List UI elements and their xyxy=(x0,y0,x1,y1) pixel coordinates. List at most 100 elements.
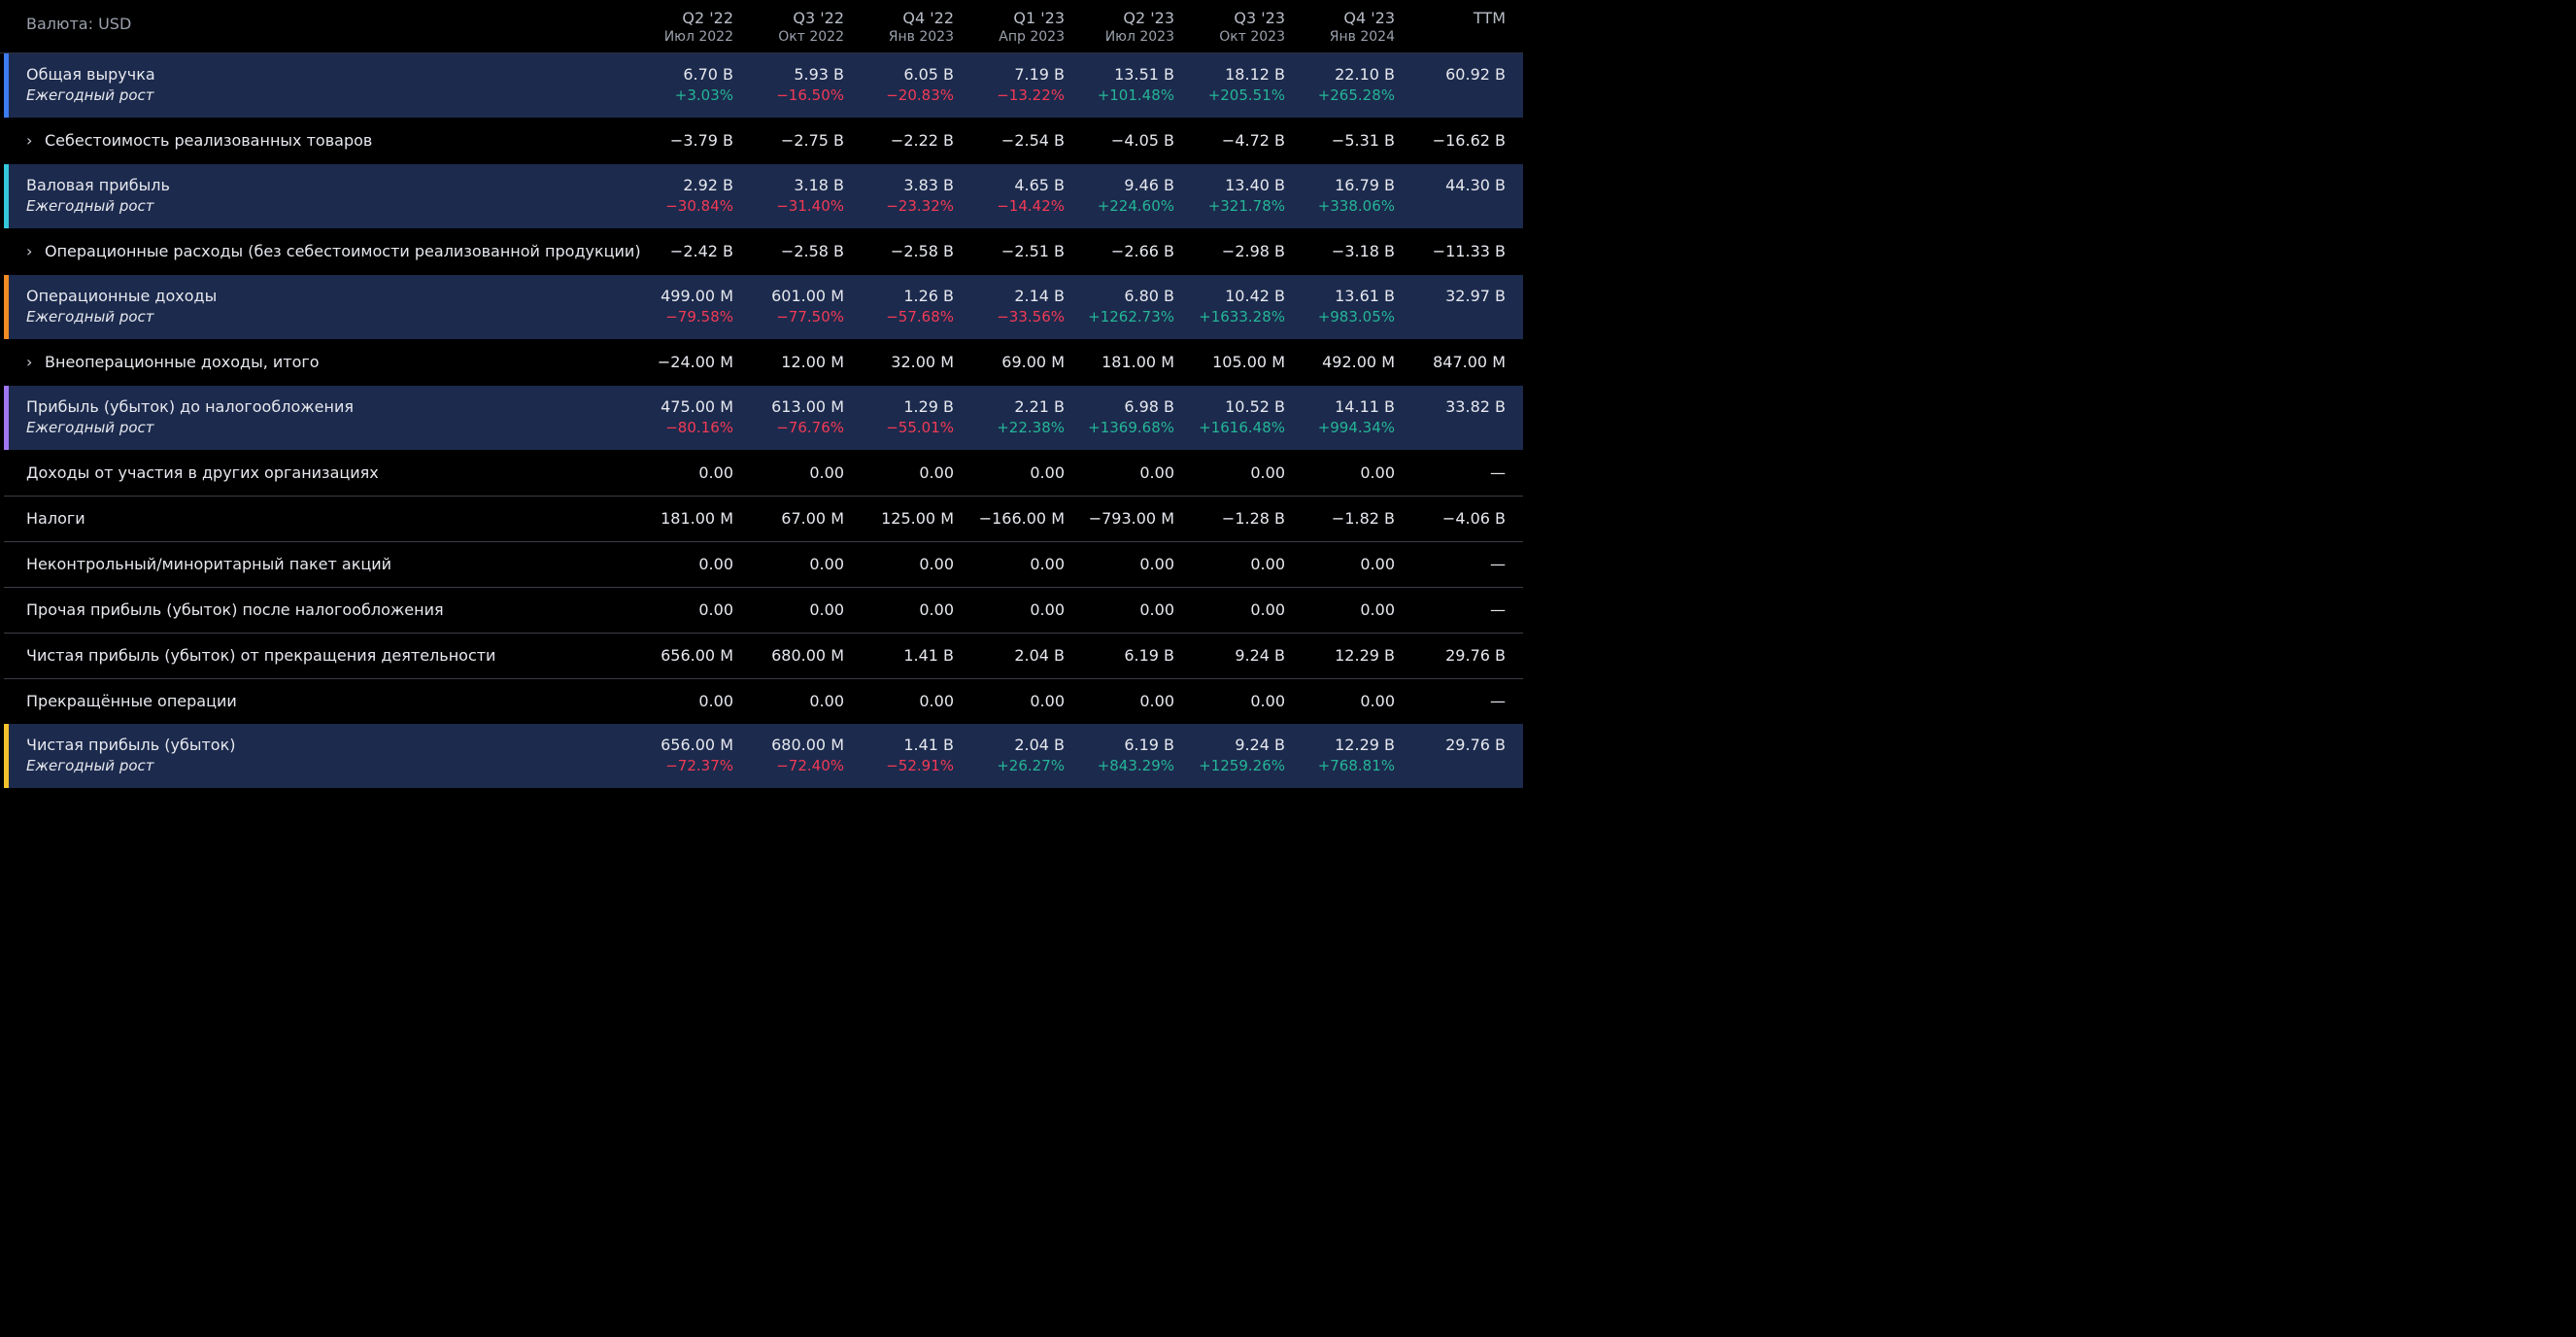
cell-value: 0.00 xyxy=(698,600,733,619)
growth-value: −31.40% xyxy=(776,197,844,215)
cell-value: 601.00 M xyxy=(771,287,844,305)
chevron-right-icon[interactable]: › xyxy=(26,353,33,371)
cell-value: 0.00 xyxy=(1139,463,1174,482)
growth-value: −20.83% xyxy=(886,86,954,104)
growth-value: +101.48% xyxy=(1097,86,1174,104)
growth-value: +26.27% xyxy=(997,757,1065,774)
cell-value: 9.24 B xyxy=(1235,646,1285,665)
cell-value: 0.00 xyxy=(809,692,844,710)
cell-value: 1.29 B xyxy=(903,397,954,416)
chevron-right-icon[interactable]: › xyxy=(26,131,33,150)
cell-value: 10.52 B xyxy=(1225,397,1285,416)
cell-value: 29.76 B xyxy=(1445,736,1506,754)
currency-label: Валюта: USD xyxy=(26,15,132,33)
cell-value: 9.24 B xyxy=(1235,736,1285,754)
cell-value: 1.26 B xyxy=(903,287,954,305)
row-label: Внеоперационные доходы, итого xyxy=(45,353,320,371)
growth-value: −55.01% xyxy=(886,419,954,436)
row-label: Операционные расходы (без себестоимости … xyxy=(45,242,641,260)
row-label: Доходы от участия в других организациях xyxy=(26,463,379,482)
expandable-row[interactable]: › Внеоперационные доходы, итого −24.00 M 12… xyxy=(4,340,1523,385)
cell-value: −4.05 B xyxy=(1110,131,1174,150)
expandable-row[interactable]: › Себестоимость реализованных товаров −3.7… xyxy=(4,119,1523,163)
cell-value: −1.28 B xyxy=(1221,509,1285,528)
table-row: Прочая прибыль (убыток) после налогообло… xyxy=(4,588,1523,634)
table-row: Чистая прибыль (убыток) от прекращения д… xyxy=(4,634,1523,679)
growth-value: +1369.68% xyxy=(1088,419,1174,436)
cell-value: 29.76 B xyxy=(1445,646,1506,665)
cell-value: −2.58 B xyxy=(780,242,844,260)
table-row: Доходы от участия в других организациях 0… xyxy=(4,451,1523,497)
row-label: Неконтрольный/миноритарный пакет акций xyxy=(26,555,392,573)
growth-value: −72.40% xyxy=(776,757,844,774)
cell-value: −2.75 B xyxy=(780,131,844,150)
growth-value: +321.78% xyxy=(1207,197,1285,215)
row-label: Прочая прибыль (убыток) после налогообло… xyxy=(26,600,444,619)
cell-value: 14.11 B xyxy=(1335,397,1395,416)
cell-value: 125.00 M xyxy=(881,509,954,528)
expandable-row[interactable]: › Операционные расходы (без себестоимости… xyxy=(4,229,1523,274)
cell-value: 656.00 M xyxy=(661,646,733,665)
cell-value: 181.00 M xyxy=(1102,353,1174,371)
cell-value: −2.58 B xyxy=(890,242,954,260)
summary-row: Общая выручка Ежегодный рост 6.70 B 5.93 B 6… xyxy=(4,53,1523,118)
cell-value: 6.19 B xyxy=(1124,736,1174,754)
row-color-marker xyxy=(4,275,9,339)
growth-label: Ежегодный рост xyxy=(26,86,154,104)
cell-value: 6.70 B xyxy=(683,65,733,84)
cell-value: 2.21 B xyxy=(1014,397,1065,416)
cell-value: 0.00 xyxy=(1360,600,1395,619)
cell-value: −2.54 B xyxy=(1000,131,1065,150)
cell-value: −2.22 B xyxy=(890,131,954,150)
row-label: Операционные доходы xyxy=(26,287,218,305)
cell-value: 6.98 B xyxy=(1124,397,1174,416)
cell-value: 0.00 xyxy=(809,463,844,482)
growth-value: +983.05% xyxy=(1317,308,1395,326)
cell-value: 6.80 B xyxy=(1124,287,1174,305)
row-label: Прекращённые операции xyxy=(26,692,237,710)
summary-row: Прибыль (убыток) до налогообложения Ежего… xyxy=(4,386,1523,450)
period-quarter: Q1 '23 xyxy=(1013,9,1065,27)
cell-value: 32.00 M xyxy=(891,353,954,371)
summary-row: Валовая прибыль Ежегодный рост 2.92 B 3.18 … xyxy=(4,164,1523,228)
cell-value: 0.00 xyxy=(919,463,954,482)
cell-value: −2.98 B xyxy=(1221,242,1285,260)
table-row: Прекращённые операции 0.00 0.00 0.00 0.00 0.0… xyxy=(4,679,1523,724)
cell-value: 0.00 xyxy=(1360,555,1395,573)
growth-value: −16.50% xyxy=(776,86,844,104)
growth-value: −23.32% xyxy=(886,197,954,215)
growth-value: −79.58% xyxy=(665,308,733,326)
cell-value: −2.42 B xyxy=(669,242,733,260)
cell-value: 680.00 M xyxy=(771,736,844,754)
table-row: Неконтрольный/миноритарный пакет акций 0.… xyxy=(4,542,1523,588)
cell-value: 613.00 M xyxy=(771,397,844,416)
period-header: Q1 '23 Апр 2023 xyxy=(929,9,1065,46)
cell-value: 3.83 B xyxy=(903,176,954,194)
row-label: Валовая прибыль xyxy=(26,176,170,194)
cell-value: 656.00 M xyxy=(661,736,733,754)
table-header: Валюта: USD Q2 '22 Июл 2022 Q3 '22 Окт 2022… xyxy=(0,0,1523,53)
cell-value: 0.00 xyxy=(698,555,733,573)
cell-value: 0.00 xyxy=(1250,600,1285,619)
period-date: Янв 2023 xyxy=(888,29,954,45)
cell-value: −3.18 B xyxy=(1331,242,1395,260)
growth-label: Ежегодный рост xyxy=(26,308,154,326)
growth-value: +1616.48% xyxy=(1199,419,1285,436)
cell-value: 32.97 B xyxy=(1445,287,1506,305)
cell-value: 6.19 B xyxy=(1124,646,1174,665)
cell-value: 69.00 M xyxy=(1001,353,1065,371)
cell-value: 6.05 B xyxy=(903,65,954,84)
cell-value: 7.19 B xyxy=(1014,65,1065,84)
chevron-right-icon[interactable]: › xyxy=(26,242,33,260)
table-body: Общая выручка Ежегодный рост 6.70 B 5.93 B 6… xyxy=(0,53,1523,789)
growth-value: −30.84% xyxy=(665,197,733,215)
growth-value: +22.38% xyxy=(997,419,1065,436)
cell-value: 13.61 B xyxy=(1335,287,1395,305)
cell-value: 0.00 xyxy=(1360,463,1395,482)
row-label: Себестоимость реализованных товаров xyxy=(45,131,373,150)
cell-value: 33.82 B xyxy=(1445,397,1506,416)
cell-value: — xyxy=(1490,463,1506,482)
cell-value: 181.00 M xyxy=(661,509,733,528)
cell-value: −166.00 M xyxy=(978,509,1065,528)
growth-label: Ежегодный рост xyxy=(26,419,154,436)
